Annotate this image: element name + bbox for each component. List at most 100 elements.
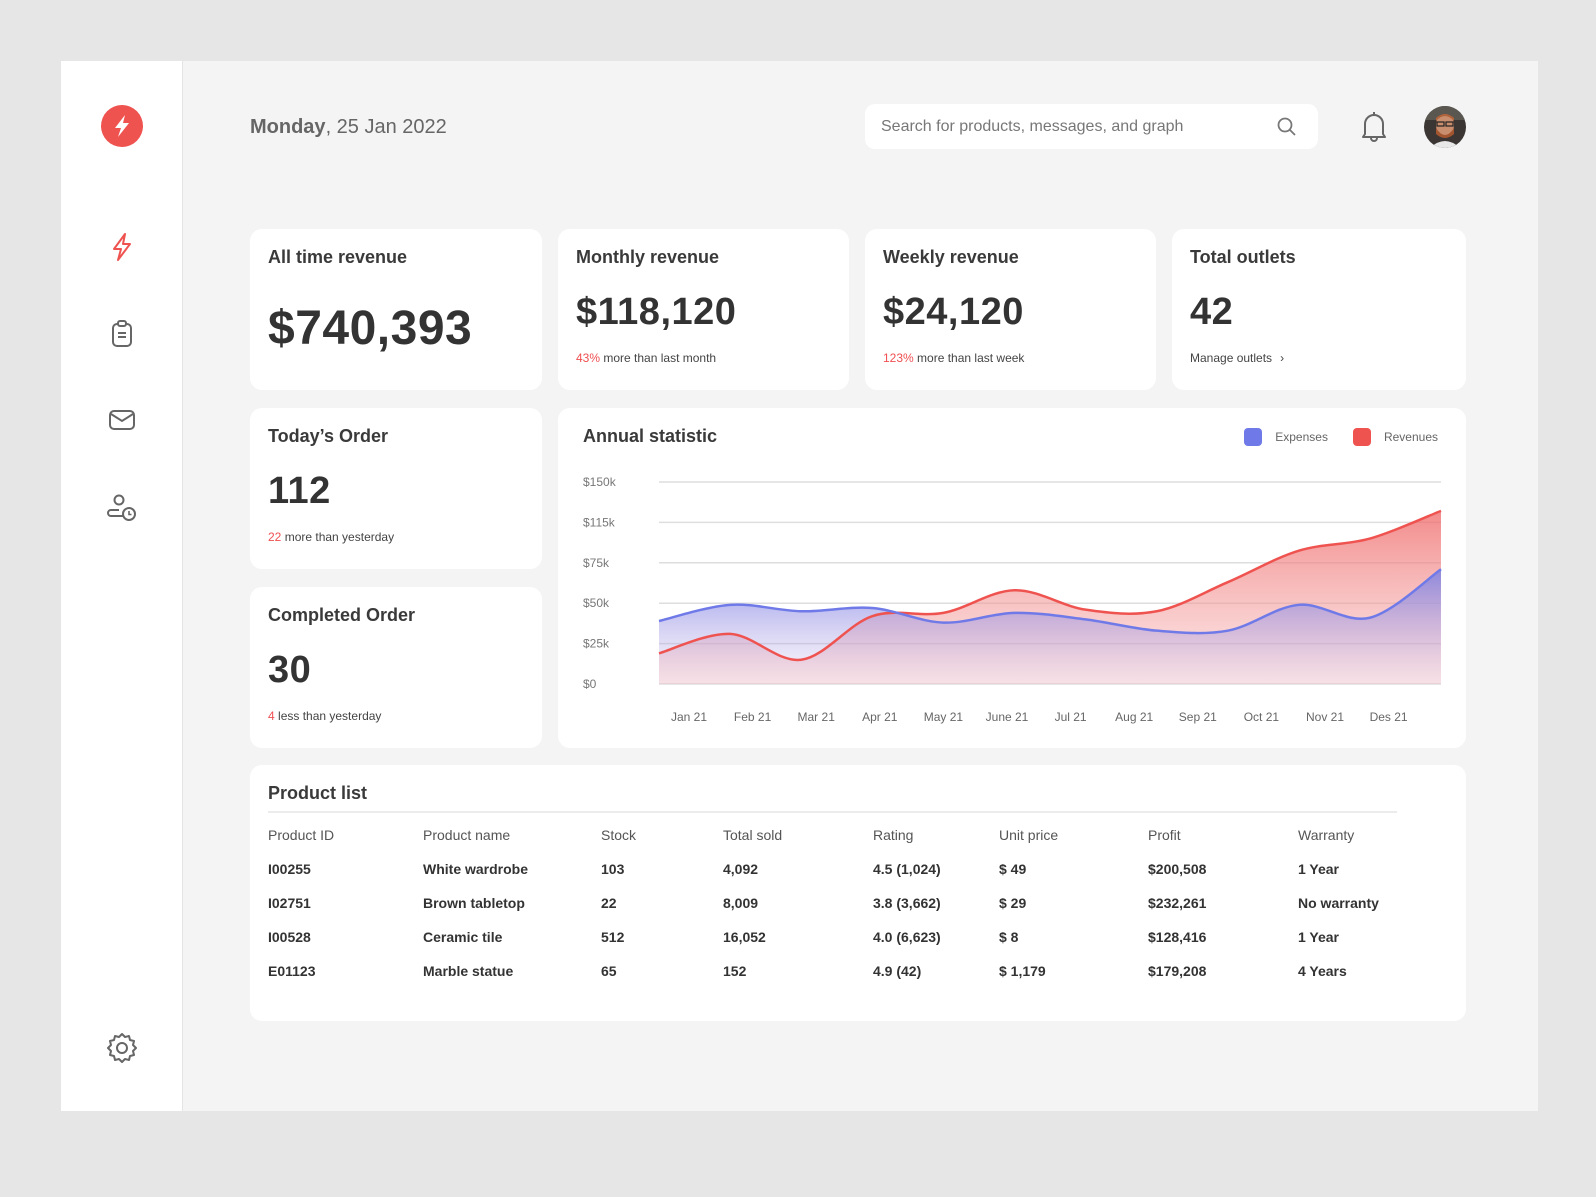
- table-cell: 16,052: [723, 929, 766, 945]
- table-cell: Marble statue: [423, 963, 514, 979]
- table-cell: 4 Years: [1298, 963, 1347, 979]
- table-cell: 3.8 (3,662): [873, 895, 941, 911]
- card-title: Completed Order: [268, 605, 416, 625]
- column-header[interactable]: Profit: [1148, 827, 1181, 843]
- card-delta: 22 more than yesterday: [268, 530, 394, 544]
- table-cell: White wardrobe: [423, 861, 529, 877]
- link-label: Manage outlets: [1190, 351, 1273, 365]
- column-header[interactable]: Total sold: [723, 827, 783, 843]
- column-header[interactable]: Rating: [873, 827, 914, 843]
- column-header[interactable]: Product ID: [268, 827, 335, 843]
- todays-order-card: Today’s Order 112 22 more than yesterday: [250, 408, 542, 569]
- manage-outlets-link[interactable]: Manage outlets ›: [1190, 351, 1284, 365]
- x-tick-label: Des 21: [1370, 710, 1408, 724]
- bell-icon[interactable]: [1360, 110, 1388, 144]
- table-cell: 4.0 (6,623): [873, 929, 941, 945]
- table-cell: I00255: [268, 861, 311, 877]
- table-cell: $ 29: [999, 895, 1027, 911]
- table-cell: $179,208: [1148, 963, 1207, 979]
- card-value: 42: [1190, 291, 1234, 333]
- gear-icon[interactable]: [104, 1030, 140, 1066]
- x-tick-label: May 21: [924, 710, 964, 724]
- y-tick-label: $75k: [583, 556, 610, 570]
- card-value: 30: [268, 649, 312, 691]
- card-value: $740,393: [268, 302, 473, 355]
- table-cell: 8,009: [723, 895, 759, 911]
- table-cell: 103: [601, 861, 625, 877]
- stat-card-total-outlets: Total outlets 42 Manage outlets ›: [1172, 229, 1466, 390]
- x-tick-label: June 21: [986, 710, 1029, 724]
- table-cell: No warranty: [1298, 895, 1379, 911]
- chart-legend: Expenses Revenues: [1244, 428, 1438, 446]
- stat-card-weekly-revenue: Weekly revenue $24,120 123% more than la…: [865, 229, 1156, 390]
- table-cell: $ 8: [999, 929, 1019, 945]
- stat-card-monthly-revenue: Monthly revenue $118,120 43% more than l…: [558, 229, 849, 390]
- x-tick-label: Mar 21: [798, 710, 836, 724]
- search-input[interactable]: [865, 104, 1318, 149]
- line-expenses: [658, 568, 1442, 635]
- delta-text: more than last month: [600, 351, 717, 365]
- x-tick-label: Jan 21: [671, 710, 707, 724]
- user-clock-icon[interactable]: [104, 490, 140, 526]
- table-cell: $200,508: [1148, 861, 1207, 877]
- table-cell: 1 Year: [1298, 929, 1340, 945]
- x-tick-label: Aug 21: [1115, 710, 1153, 724]
- table-cell: 1 Year: [1298, 861, 1340, 877]
- legend-swatch-expenses: [1244, 428, 1263, 446]
- delta-value: 4: [268, 709, 275, 723]
- divider: [268, 811, 1397, 813]
- y-tick-label: $115k: [583, 515, 616, 529]
- table-cell: 4,092: [723, 861, 759, 877]
- x-tick-label: Nov 21: [1306, 710, 1344, 724]
- legend-label-revenues: Revenues: [1383, 430, 1438, 444]
- completed-order-card: Completed Order 30 4 less than yesterday: [250, 587, 542, 748]
- table-cell: $128,416: [1148, 929, 1207, 945]
- legend-swatch-revenues: [1352, 428, 1371, 446]
- card-title: All time revenue: [268, 247, 408, 267]
- table-cell: 4.9 (42): [873, 963, 922, 979]
- card-delta: 123% more than last week: [883, 351, 1024, 365]
- mail-icon[interactable]: [104, 402, 140, 438]
- stat-card-all-time-revenue: All time revenue $740,393: [250, 229, 542, 390]
- table-cell: $ 49: [999, 861, 1027, 877]
- card-title: Weekly revenue: [883, 247, 1019, 267]
- current-date: Monday, 25 Jan 2022: [250, 116, 447, 139]
- card-title: Monthly revenue: [576, 247, 720, 267]
- search-icon[interactable]: [1275, 115, 1299, 139]
- card-value: $118,120: [576, 291, 737, 333]
- annual-statistic-chart: $0 $25k $50k $75k $115k $150k Jan 21 Feb 21 Mar …: [583, 475, 1442, 724]
- x-tick-label: Sep 21: [1179, 710, 1217, 724]
- table-cell: Ceramic tile: [423, 929, 503, 945]
- column-header[interactable]: Warranty: [1298, 827, 1355, 843]
- card-value: 112: [268, 470, 331, 512]
- chevron-right-icon: ›: [1280, 351, 1285, 365]
- x-tick-label: Feb 21: [734, 710, 772, 724]
- column-header[interactable]: Product name: [423, 827, 511, 843]
- table-cell: Brown tabletop: [423, 895, 525, 911]
- y-tick-label: $0: [583, 677, 597, 691]
- card-value: $24,120: [883, 291, 1024, 333]
- y-tick-label: $150k: [583, 475, 617, 489]
- product-list-title: Product list: [268, 783, 368, 803]
- avatar[interactable]: [1424, 106, 1466, 148]
- card-title: Total outlets: [1190, 247, 1296, 267]
- annual-statistic-card: Annual statistic Expenses Revenues $0 $25…: [558, 408, 1466, 748]
- column-header[interactable]: Unit price: [999, 827, 1059, 843]
- logo-icon[interactable]: [101, 105, 143, 147]
- y-tick-label: $50k: [583, 596, 610, 610]
- bolt-icon[interactable]: [104, 229, 140, 265]
- line-revenues: [658, 509, 1442, 662]
- x-tick-label: Apr 21: [862, 710, 898, 724]
- column-header[interactable]: Stock: [601, 827, 637, 843]
- delta-text: less than yesterday: [274, 709, 382, 723]
- table-cell: 65: [601, 963, 617, 979]
- card-delta: 4 less than yesterday: [268, 709, 381, 723]
- card-title: Today’s Order: [268, 426, 389, 446]
- delta-value: 22: [268, 530, 282, 544]
- delta-value: 123%: [883, 351, 914, 365]
- table-cell: $ 1,179: [999, 963, 1046, 979]
- chart-title: Annual statistic: [583, 426, 718, 446]
- area-expenses: [659, 569, 1441, 684]
- clipboard-icon[interactable]: [104, 316, 140, 352]
- table-cell: 22: [601, 895, 617, 911]
